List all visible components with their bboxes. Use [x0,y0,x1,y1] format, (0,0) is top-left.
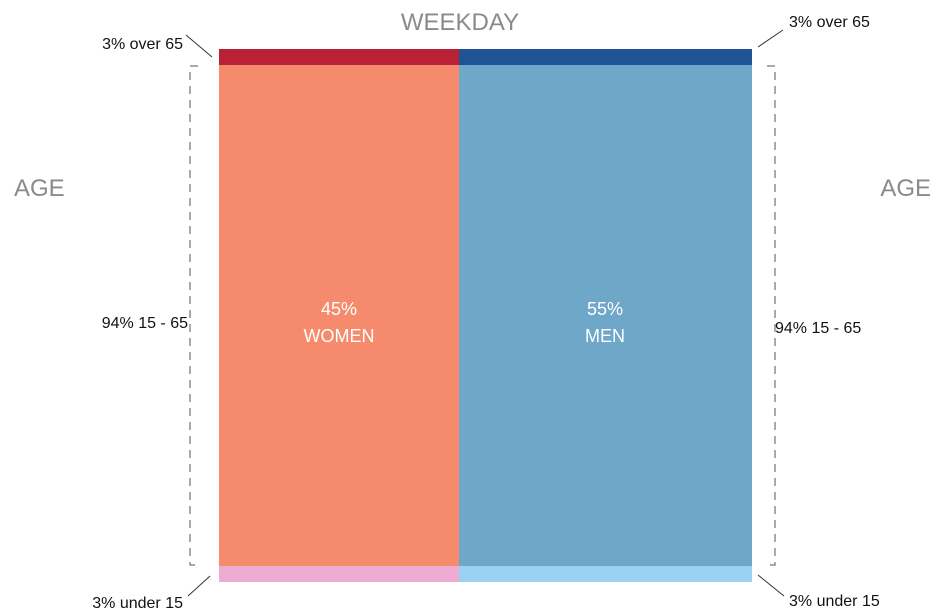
left-dashed-bracket [189,65,198,566]
column-labels: 45% WOMEN 55% MEN [304,299,626,346]
cell-men-under-15 [459,566,752,582]
mosaic-cells [219,49,752,582]
right-top-annotation: 3% over 65 [789,14,870,31]
men-percent-label: 55% [587,299,623,319]
chart-title: WEEKDAY [401,9,519,36]
right-dashed-bracket [767,65,776,566]
right-middle-annotation: 94% 15 - 65 [775,320,861,337]
cell-men-15-65 [459,65,752,566]
left-bottom-annotation: 3% under 15 [92,595,183,612]
left-middle-annotation: 94% 15 - 65 [102,315,188,332]
right-bottom-leader [757,574,785,597]
cell-men-over-65 [459,49,752,65]
left-top-annotation: 3% over 65 [102,36,183,53]
left-top-leader [185,34,213,58]
cell-women-15-65 [219,65,459,566]
women-name-label: WOMEN [304,326,375,346]
men-name-label: MEN [585,326,625,346]
cell-women-under-15 [219,566,459,582]
women-percent-label: 45% [321,299,357,319]
left-bottom-leader [187,575,211,597]
right-axis-label: AGE [880,175,931,202]
cell-women-over-65 [219,49,459,65]
right-top-leader [757,29,784,48]
left-axis-label: AGE [14,175,65,202]
right-bottom-annotation: 3% under 15 [789,593,880,610]
